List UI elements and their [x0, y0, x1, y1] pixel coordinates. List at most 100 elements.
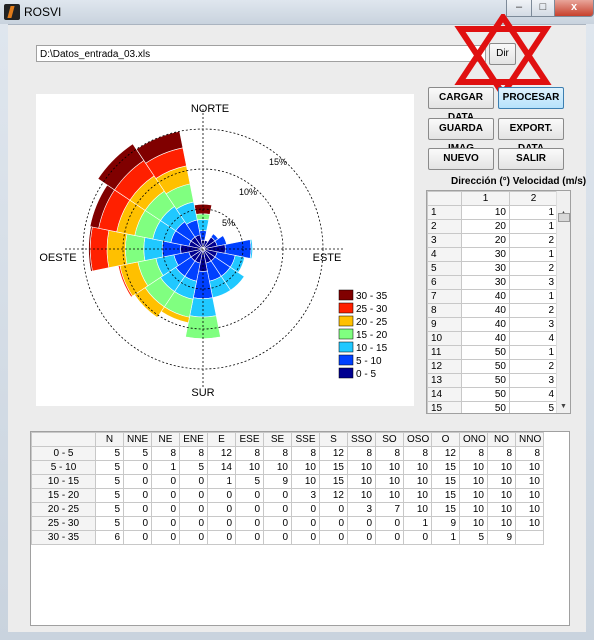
table-cell[interactable]: 10: [487, 502, 516, 517]
table-cell[interactable]: 2: [509, 233, 558, 248]
table-cell[interactable]: [515, 530, 544, 545]
table-cell[interactable]: 50: [461, 359, 510, 374]
table-cell[interactable]: 3: [509, 317, 558, 332]
table-cell[interactable]: 8: [459, 446, 488, 461]
table-cell[interactable]: 0: [207, 502, 236, 517]
table-cell[interactable]: 0: [347, 530, 376, 545]
table-cell[interactable]: 10: [291, 474, 320, 489]
table-cell[interactable]: 0: [123, 488, 152, 503]
table-cell[interactable]: 0: [403, 530, 432, 545]
table-cell[interactable]: 15: [319, 474, 348, 489]
table-cell[interactable]: 5: [95, 474, 124, 489]
table-cell[interactable]: 30: [461, 275, 510, 290]
table-cell[interactable]: 0: [291, 530, 320, 545]
table-cell[interactable]: 10: [515, 502, 544, 517]
table-cell[interactable]: 0: [263, 530, 292, 545]
table-cell[interactable]: 0: [123, 474, 152, 489]
table-cell[interactable]: 5: [95, 502, 124, 517]
table-cell[interactable]: 10: [347, 460, 376, 475]
table-cell[interactable]: 10: [291, 460, 320, 475]
table-cell[interactable]: 0: [375, 516, 404, 531]
table-row[interactable]: 8 40 2: [427, 303, 558, 318]
table-cell[interactable]: 1: [207, 474, 236, 489]
table-cell[interactable]: 3: [509, 373, 558, 388]
table-cell[interactable]: 3: [509, 275, 558, 290]
table-cell[interactable]: 50: [461, 345, 510, 360]
table-cell[interactable]: 0: [235, 530, 264, 545]
table-row[interactable]: 11 50 1: [427, 345, 558, 360]
table-cell[interactable]: 0: [235, 516, 264, 531]
table-row[interactable]: 25 - 30 5 0 0 0 0 0 0 0 0 0 0 1 9 10 10 10: [31, 516, 544, 531]
table-cell[interactable]: 50: [461, 401, 510, 413]
table-cell[interactable]: 10: [459, 516, 488, 531]
table-cell[interactable]: 10: [515, 460, 544, 475]
table-cell[interactable]: 10: [459, 488, 488, 503]
table-cell[interactable]: 40: [461, 289, 510, 304]
table-row[interactable]: 13 50 3: [427, 373, 558, 388]
salir-button[interactable]: SALIR: [498, 148, 564, 170]
table-cell[interactable]: 10: [347, 474, 376, 489]
cargar-data-button[interactable]: CARGAR DATA: [428, 87, 494, 123]
table-cell[interactable]: 10: [375, 474, 404, 489]
table-cell[interactable]: 10: [235, 460, 264, 475]
table-cell[interactable]: 5: [509, 401, 558, 413]
table-cell[interactable]: 8: [403, 446, 432, 461]
table-cell[interactable]: 8: [487, 446, 516, 461]
table-cell[interactable]: 0: [347, 516, 376, 531]
table-row[interactable]: 4 30 1: [427, 247, 558, 262]
table-cell[interactable]: 2: [509, 359, 558, 374]
guarda-imag-button[interactable]: GUARDA IMAG: [428, 118, 494, 154]
table-cell[interactable]: 0: [207, 488, 236, 503]
table-cell[interactable]: 8: [151, 446, 180, 461]
table-cell[interactable]: 10: [403, 502, 432, 517]
table-cell[interactable]: 0: [123, 502, 152, 517]
table-row[interactable]: 30 - 35 6 0 0 0 0 0 0 0 0 0 0 0 1 5 9: [31, 530, 544, 545]
table-cell[interactable]: 0: [179, 516, 208, 531]
table-cell[interactable]: 10: [403, 488, 432, 503]
frequency-table[interactable]: N NNE NE ENE E ESE SE SSE S SSO SO OSO O ONO NO NNO 0 -…: [30, 431, 570, 626]
table-cell[interactable]: 50: [461, 373, 510, 388]
table-cell[interactable]: 10: [459, 460, 488, 475]
table-cell[interactable]: 10: [375, 460, 404, 475]
table-cell[interactable]: 10: [403, 474, 432, 489]
table-cell[interactable]: 1: [151, 460, 180, 475]
table-row[interactable]: 6 30 3: [427, 275, 558, 290]
table-cell[interactable]: 10: [487, 488, 516, 503]
table-row[interactable]: 1 10 1: [427, 205, 558, 220]
table-cell[interactable]: 0: [235, 502, 264, 517]
table-row[interactable]: 2 20 1: [427, 219, 558, 234]
table-cell[interactable]: 0: [179, 530, 208, 545]
table-cell[interactable]: 10: [515, 474, 544, 489]
table-cell[interactable]: 0: [207, 530, 236, 545]
table-cell[interactable]: 40: [461, 303, 510, 318]
table-cell[interactable]: 2: [509, 303, 558, 318]
table-cell[interactable]: 12: [319, 446, 348, 461]
table-cell[interactable]: 5: [95, 488, 124, 503]
table-cell[interactable]: 0: [291, 502, 320, 517]
table-cell[interactable]: 0: [207, 516, 236, 531]
table-cell[interactable]: 5: [95, 516, 124, 531]
table-cell[interactable]: 2: [509, 261, 558, 276]
table-cell[interactable]: 12: [319, 488, 348, 503]
table-cell[interactable]: 0: [263, 488, 292, 503]
table-row[interactable]: 5 - 10 5 0 1 5 14 10 10 10 15 10 10 10 15 10 10 10: [31, 460, 544, 475]
table-cell[interactable]: 10: [459, 474, 488, 489]
table-cell[interactable]: 15: [431, 502, 460, 517]
table-cell[interactable]: 50: [461, 387, 510, 402]
table-row[interactable]: 15 - 20 5 0 0 0 0 0 0 3 12 10 10 10 15 10 10 10: [31, 488, 544, 503]
table-cell[interactable]: 0: [151, 516, 180, 531]
table-cell[interactable]: 15: [431, 474, 460, 489]
table-row[interactable]: 7 40 1: [427, 289, 558, 304]
table-cell[interactable]: 10: [487, 474, 516, 489]
table-cell[interactable]: 40: [461, 317, 510, 332]
table-cell[interactable]: 5: [95, 446, 124, 461]
table-cell[interactable]: 0: [151, 474, 180, 489]
table-cell[interactable]: 0: [151, 530, 180, 545]
table-cell[interactable]: 0: [179, 502, 208, 517]
table-cell[interactable]: 9: [431, 516, 460, 531]
table-cell[interactable]: 0: [319, 516, 348, 531]
table-cell[interactable]: 0: [319, 530, 348, 545]
table-cell[interactable]: 10: [487, 460, 516, 475]
table-cell[interactable]: 0: [319, 502, 348, 517]
